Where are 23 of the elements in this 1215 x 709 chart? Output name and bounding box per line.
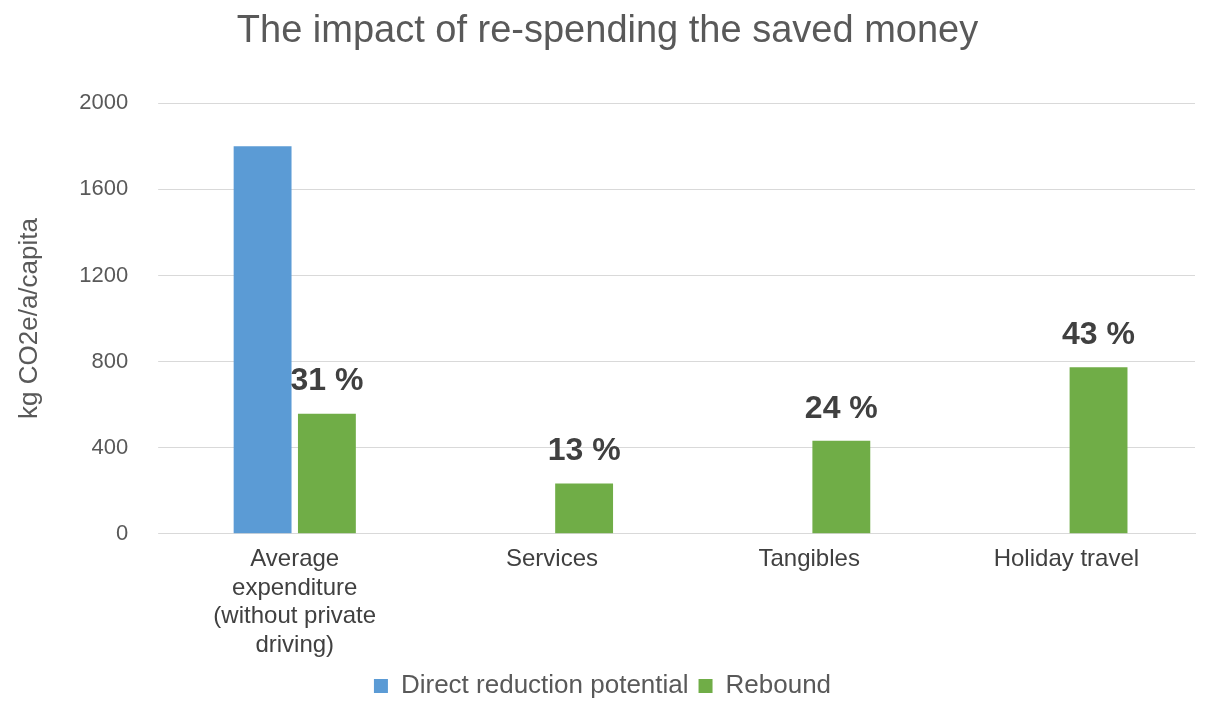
bar [555, 483, 614, 534]
y-axis-title: kg CO2e/a/capita [12, 217, 43, 419]
bar [297, 413, 356, 534]
annotation: 24 % [804, 388, 878, 425]
y-tick-label: 1200 [79, 261, 129, 287]
annotation: 31 % [290, 361, 364, 398]
y-tick-label: 800 [91, 347, 129, 373]
chart-title: The impact of re-spending the saved money [235, 8, 980, 51]
y-tick-label: 0 [115, 519, 129, 545]
bar [233, 146, 292, 534]
x-tick-label: Tangibles [758, 543, 860, 571]
y-tick-label: 400 [91, 433, 129, 459]
annotation: 13 % [547, 431, 621, 468]
x-tick-label: Services [505, 543, 598, 571]
bar [1069, 367, 1128, 534]
y-tick-label: 2000 [79, 89, 129, 115]
y-tick-label: 1600 [79, 175, 129, 201]
legend-label: Direct reduction potential [400, 669, 689, 700]
x-tick-label: Average expenditure (without private driving) [213, 543, 377, 658]
bar [812, 440, 871, 534]
legend-label: Rebound [725, 669, 832, 700]
annotation: 43 % [1062, 314, 1136, 351]
x-tick-label: Holiday travel [993, 543, 1140, 571]
